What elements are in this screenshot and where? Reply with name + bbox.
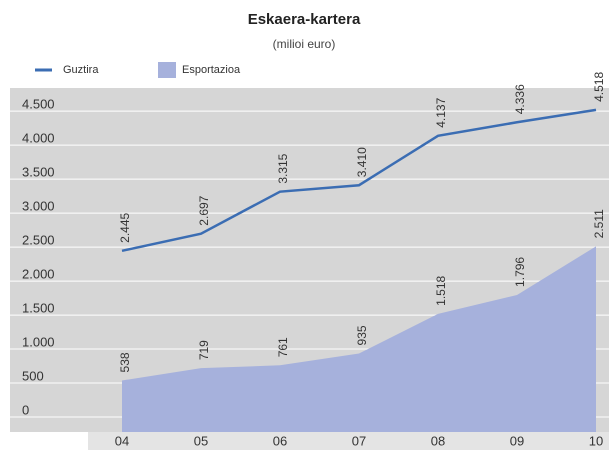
x-tick-label: 08 [431,433,445,448]
y-tick-label: 1.000 [22,334,55,349]
data-label: 4.137 [434,97,448,127]
y-tick-label: 500 [22,368,44,383]
chart-title: Eskaera-kartera [248,11,361,28]
y-tick-label: 2.000 [22,267,55,282]
x-axis-band [88,432,609,450]
data-label: 1.518 [434,275,448,305]
y-tick-label: 3.000 [22,199,55,214]
x-tick-label: 04 [115,433,129,448]
data-label: 935 [355,325,369,345]
data-label: 2.697 [197,195,211,225]
data-label: 3.315 [276,153,290,183]
legend-label: Guztira [63,64,99,76]
y-tick-label: 0 [22,402,29,417]
legend-swatch [158,62,176,78]
data-label: 719 [197,340,211,360]
x-tick-label: 06 [273,433,287,448]
data-label: 4.518 [592,72,606,102]
data-label: 538 [118,352,132,372]
y-tick-label: 4.500 [22,97,55,112]
area [122,246,596,432]
marks [121,108,597,432]
x-tick-label: 05 [194,433,208,448]
line [121,108,597,253]
data-label: 4.336 [513,84,527,114]
data-label: 1.796 [513,257,527,287]
x-tick-label: 09 [510,433,524,448]
x-tick-label: 10 [589,433,603,448]
y-tick-label: 2.500 [22,233,55,248]
x-tick-label: 07 [352,433,366,448]
legend-label: Esportazioa [182,64,241,76]
data-label: 2.511 [592,209,606,238]
data-label: 2.445 [118,212,132,242]
y-tick-label: 1.500 [22,301,55,316]
data-label: 3.410 [355,147,369,177]
chart-subtitle: (milioi euro) [273,37,336,51]
y-tick-label: 3.500 [22,165,55,180]
y-tick-label: 4.000 [22,131,55,146]
data-label: 761 [276,337,290,357]
